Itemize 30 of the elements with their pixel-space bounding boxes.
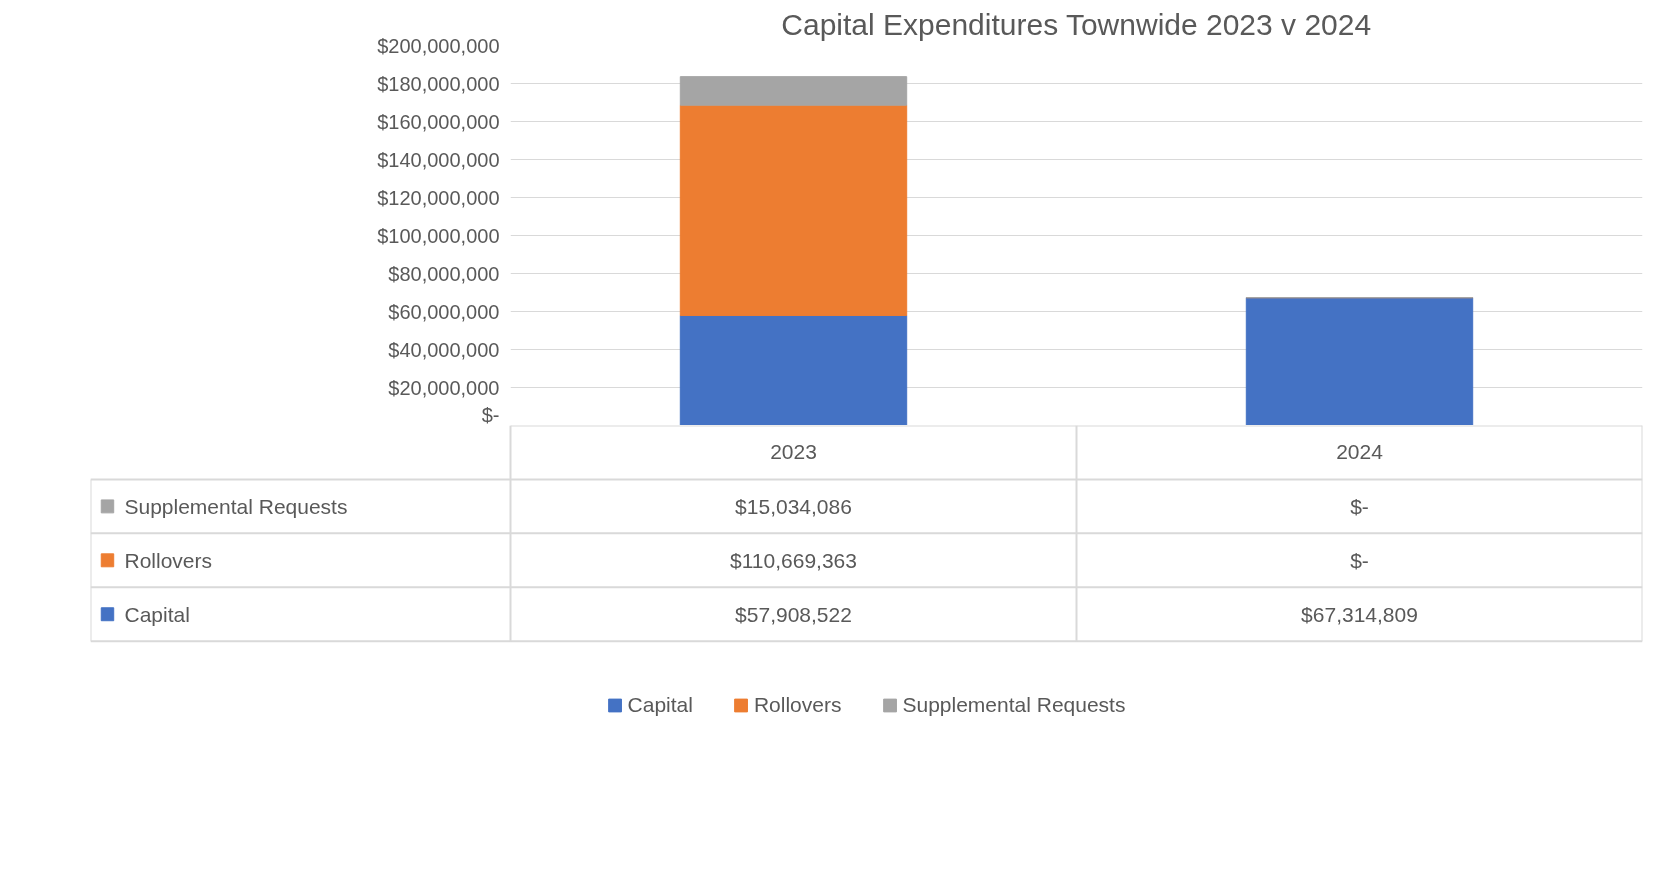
text: Capital bbox=[124, 602, 190, 626]
chart-title: Capital Expenditures Townwide 2023 v 2024 bbox=[781, 7, 1372, 41]
bar bbox=[679, 314, 908, 425]
text: Supplemental Requests bbox=[902, 693, 1126, 716]
data-label: $- bbox=[1350, 494, 1369, 518]
data-label: $110,669,363 bbox=[730, 548, 857, 572]
data-label: $15,034,086 bbox=[735, 494, 852, 518]
y-tick-label: $180,000,000 bbox=[377, 72, 500, 95]
legend-label: Rollovers bbox=[753, 693, 842, 717]
y-tick-label: $140,000,000 bbox=[377, 148, 500, 171]
y-tick-label: $- bbox=[481, 403, 500, 426]
legend-label: Supplemental Requests bbox=[124, 494, 348, 518]
data-label: $- bbox=[1350, 548, 1369, 572]
data-label: $57,908,522 bbox=[735, 602, 852, 626]
y-tick-label: $100,000,000 bbox=[377, 224, 500, 247]
x-tick-label: 2023 bbox=[770, 440, 817, 464]
text: Rollovers bbox=[124, 548, 212, 572]
y-tick-label: $200,000,000 bbox=[377, 34, 500, 57]
x-tick-label: 2024 bbox=[1336, 440, 1384, 464]
y-tick-label: $160,000,000 bbox=[377, 110, 500, 133]
y-tick-label: $80,000,000 bbox=[388, 262, 500, 285]
data-label: $67,314,809 bbox=[1301, 602, 1418, 626]
legend-label: Capital bbox=[627, 693, 693, 717]
y-tick-label: $60,000,000 bbox=[388, 300, 500, 323]
y-tick-label: $40,000,000 bbox=[388, 338, 500, 361]
bar bbox=[1245, 297, 1474, 425]
bar bbox=[679, 104, 908, 316]
bar bbox=[679, 76, 908, 106]
y-tick-label: $120,000,000 bbox=[377, 186, 500, 209]
y-tick-label: $20,000,000 bbox=[388, 376, 500, 399]
